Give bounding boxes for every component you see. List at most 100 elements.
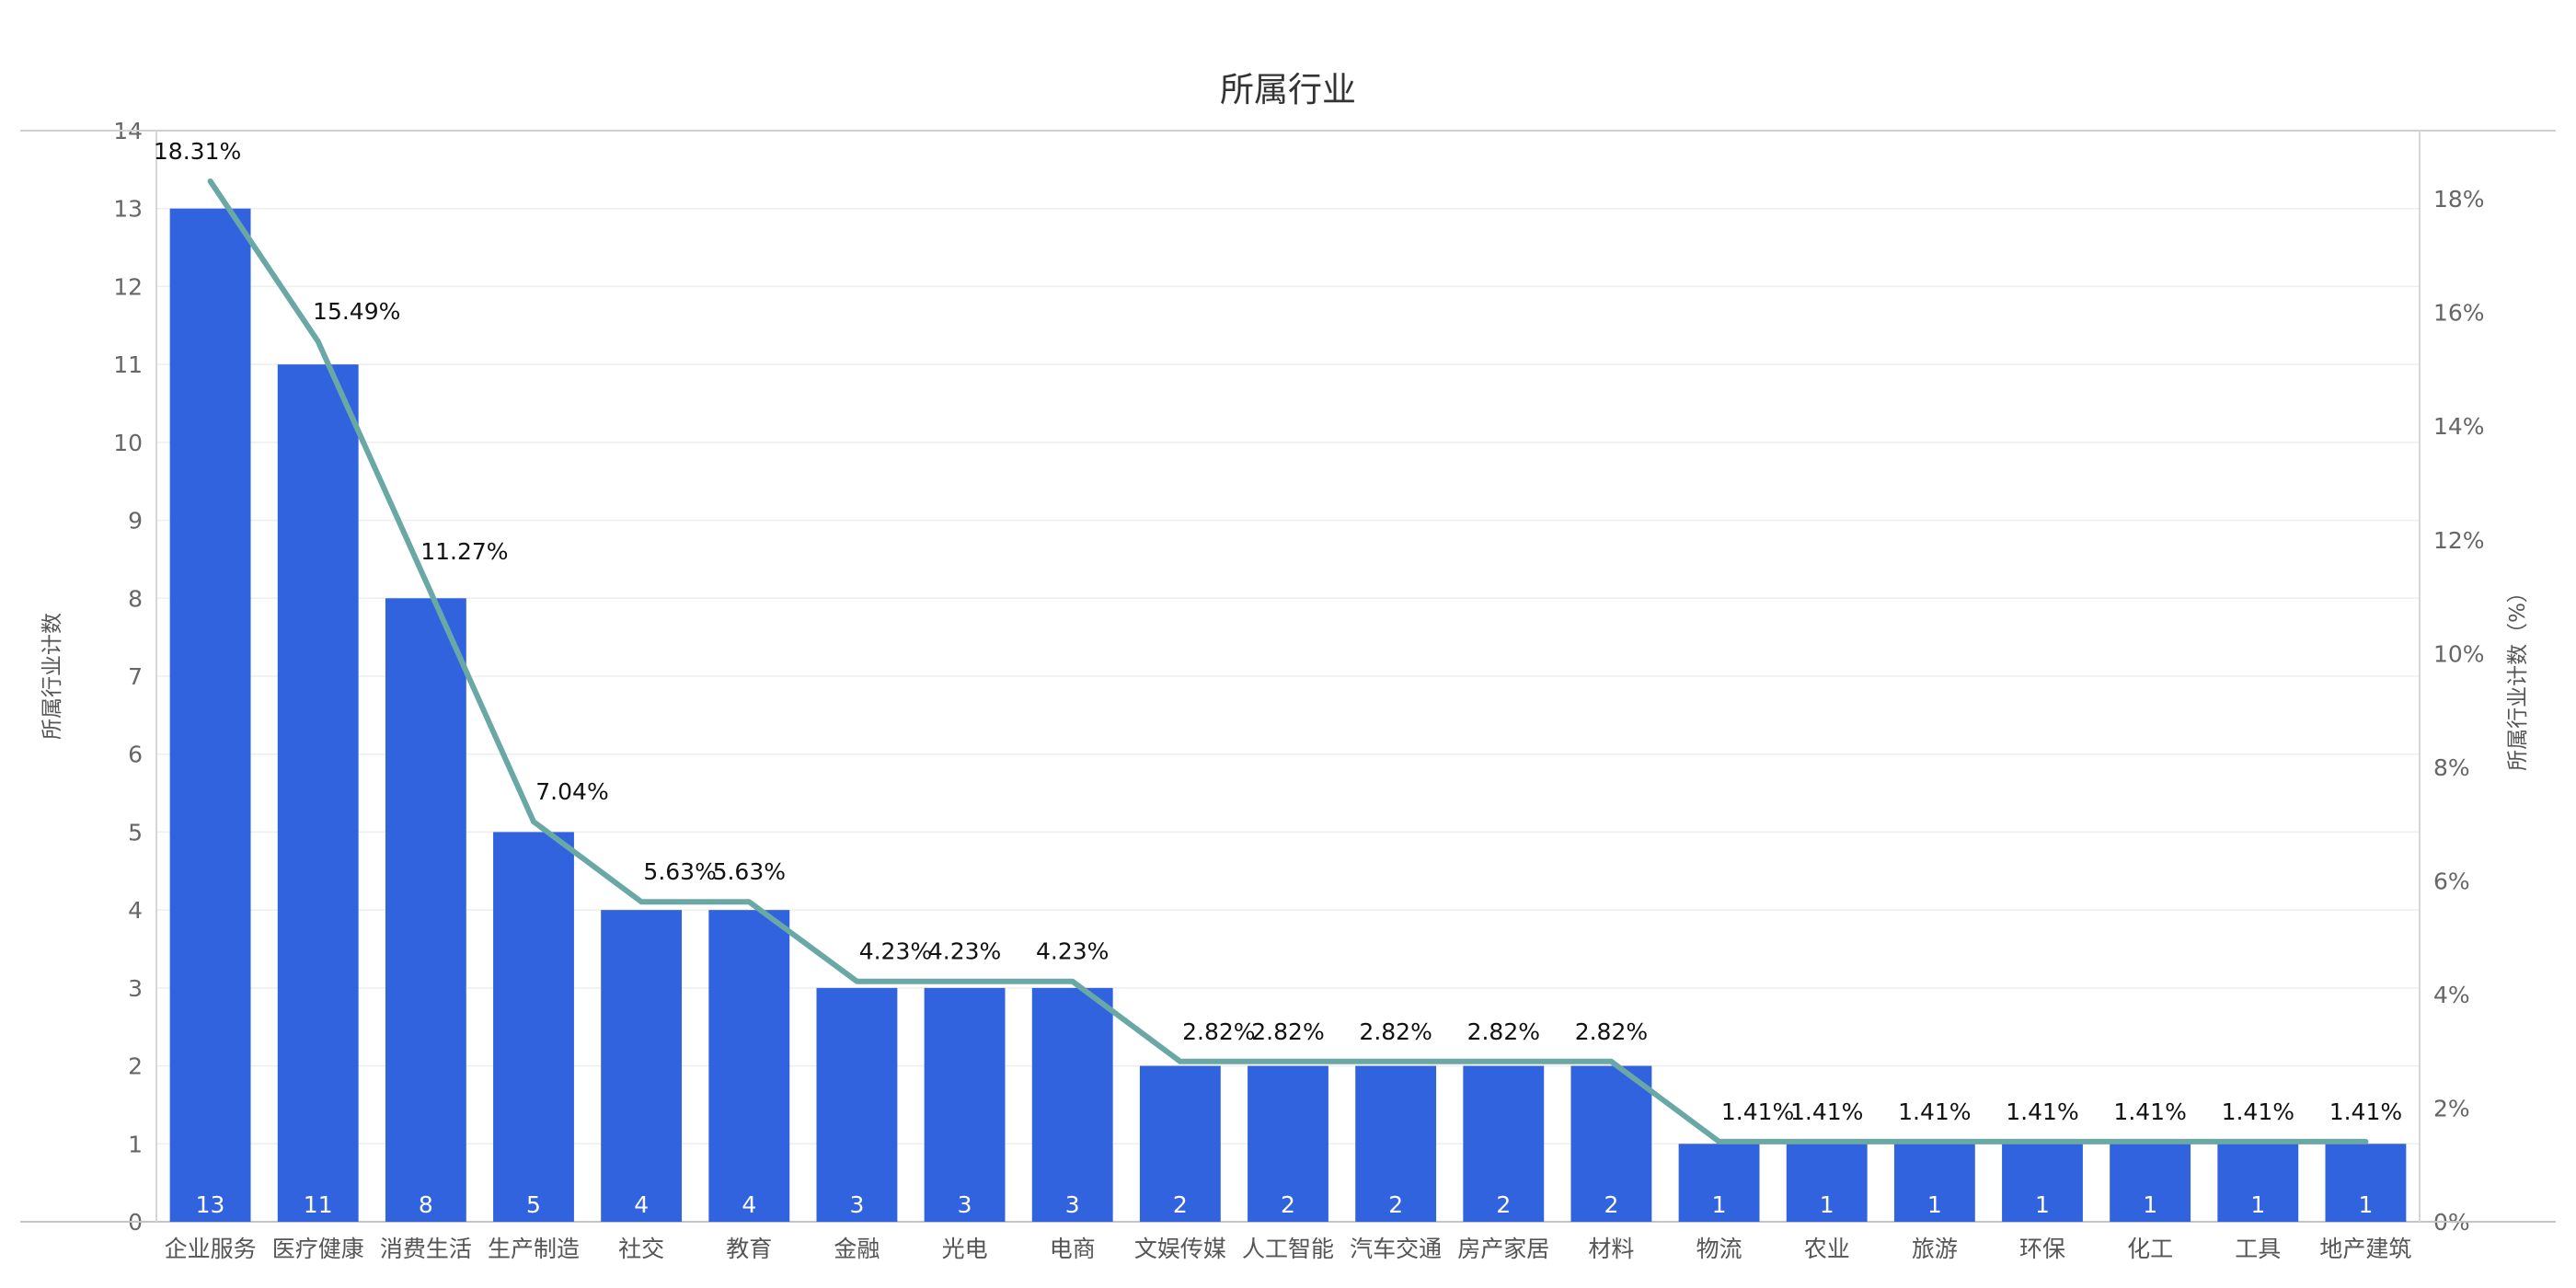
x-tick-label: 教育 [726,1236,772,1262]
percentage-label: 15.49% [313,298,400,325]
y2-tick-label: 16% [2433,300,2485,327]
bar-value-label: 5 [526,1191,541,1218]
bar-value-label: 2 [1173,1191,1188,1218]
bar [2325,1144,2407,1222]
percentage-label: 1.41% [2113,1098,2186,1125]
bar [2110,1144,2191,1222]
percentage-label: 1.41% [1898,1098,1971,1125]
bar-value-label: 1 [2250,1191,2265,1218]
y2-tick-label: 10% [2433,640,2485,667]
percentage-label: 1.41% [1790,1098,1863,1125]
x-tick-label: 材料 [1588,1236,1634,1262]
bar-value-label: 1 [1927,1191,1942,1218]
y-axis-title: 所属行业计数 [40,613,64,740]
x-tick-label: 汽车交通 [1350,1236,1442,1262]
percentage-label: 1.41% [2222,1098,2294,1125]
bar [708,910,790,1222]
bar [493,832,574,1222]
y2-tick-label: 4% [2433,982,2470,1008]
percentage-label: 11.27% [420,538,508,565]
bar-value-label: 3 [958,1191,972,1218]
y-tick-label: 11 [113,351,143,378]
data-labels: 13 11 8 5 4 4 3 3 3 2 2 2 2 2 1 1 1 1 1 1 118.31%15.49%11.27… [154,138,2402,1218]
bar-value-label: 1 [2143,1191,2157,1218]
percentage-label: 2.82% [1182,1018,1255,1045]
x-tick-label: 光电 [942,1236,988,1262]
x-tick-label: 人工智能 [1242,1236,1334,1262]
x-tick-label: 企业服务 [165,1236,257,1262]
percentage-label: 1.41% [2329,1098,2402,1125]
y-tick-label: 13 [113,196,143,223]
percentage-label: 4.23% [859,938,932,965]
y2-tick-label: 14% [2433,413,2485,440]
bar [385,598,466,1222]
bar [1570,1065,1652,1222]
y-tick-label: 10 [113,430,143,456]
percentage-line [207,178,2369,1144]
percentage-label: 2.82% [1251,1018,1324,1045]
bar [924,987,1006,1222]
bar-value-label: 4 [634,1191,649,1218]
y-tick-label: 4 [128,897,143,924]
bar [277,364,359,1223]
percentage-label: 2.82% [1359,1018,1432,1045]
y2-tick-label: 2% [2433,1095,2470,1121]
bar-value-label: 3 [849,1191,864,1218]
bar [169,208,251,1223]
percentage-label: 2.82% [1575,1018,1648,1045]
bar [1031,987,1113,1222]
percentage-label: 7.04% [535,778,608,805]
x-tick-label: 房产家居 [1457,1236,1549,1262]
x-tick-label: 环保 [2019,1236,2065,1262]
percentage-label: 4.23% [1036,938,1109,965]
bar-value-label: 2 [1281,1191,1295,1218]
bar [1893,1144,1975,1222]
bar [2002,1144,2083,1222]
y-tick-label: 2 [128,1053,143,1080]
bars [169,208,2407,1223]
percentage-line-layer [207,178,2369,1144]
x-tick-label: 医疗健康 [272,1236,364,1262]
y2-tick-label: 12% [2433,527,2485,554]
x-tick-label: 生产制造 [488,1236,580,1262]
x-tick-label: 电商 [1050,1236,1096,1262]
bar [1786,1144,1868,1222]
bar [601,910,683,1222]
y-tick-label: 3 [128,975,143,1002]
percentage-label: 1.41% [1721,1098,1794,1125]
y-tick-label: 12 [113,273,143,300]
x-tick-label: 消费生活 [380,1236,472,1262]
y-tick-label: 6 [128,742,143,768]
percentage-label: 4.23% [928,938,1001,965]
y-tick-label: 7 [128,663,143,690]
x-tick-label: 工具 [2235,1236,2281,1262]
x-tick-label: 化工 [2127,1236,2173,1262]
bar [816,987,898,1222]
x-tick-label: 地产建筑 [2319,1236,2411,1262]
y-tick-label: 9 [128,508,143,535]
bar-value-label: 11 [304,1191,333,1218]
y2-tick-label: 8% [2433,754,2470,781]
bar [2217,1144,2299,1222]
chart-title: 所属行业 [1220,70,1356,109]
bar-value-label: 4 [742,1191,756,1218]
percentage-label: 5.63% [713,858,786,885]
y-tick-label: 1 [128,1131,143,1157]
percentage-label: 18.31% [154,138,241,165]
bar-value-label: 2 [1388,1191,1403,1218]
y2-tick-label: 6% [2433,868,2470,894]
bar-value-label: 2 [1496,1191,1511,1218]
bar [1678,1144,1760,1222]
y-tick-label: 8 [128,585,143,612]
bar [1463,1065,1545,1222]
x-tick-label: 社交 [618,1236,664,1262]
bar-value-label: 1 [2358,1191,2373,1218]
bar-value-label: 2 [1604,1191,1618,1218]
y2-axis-title: 所属行业计数（%） [2506,581,2530,771]
x-tick-label: 金融 [834,1236,880,1262]
x-tick-label: 文娱传媒 [1134,1236,1226,1262]
percentage-label: 5.63% [643,858,716,885]
percentage-label: 1.41% [2006,1098,2078,1125]
